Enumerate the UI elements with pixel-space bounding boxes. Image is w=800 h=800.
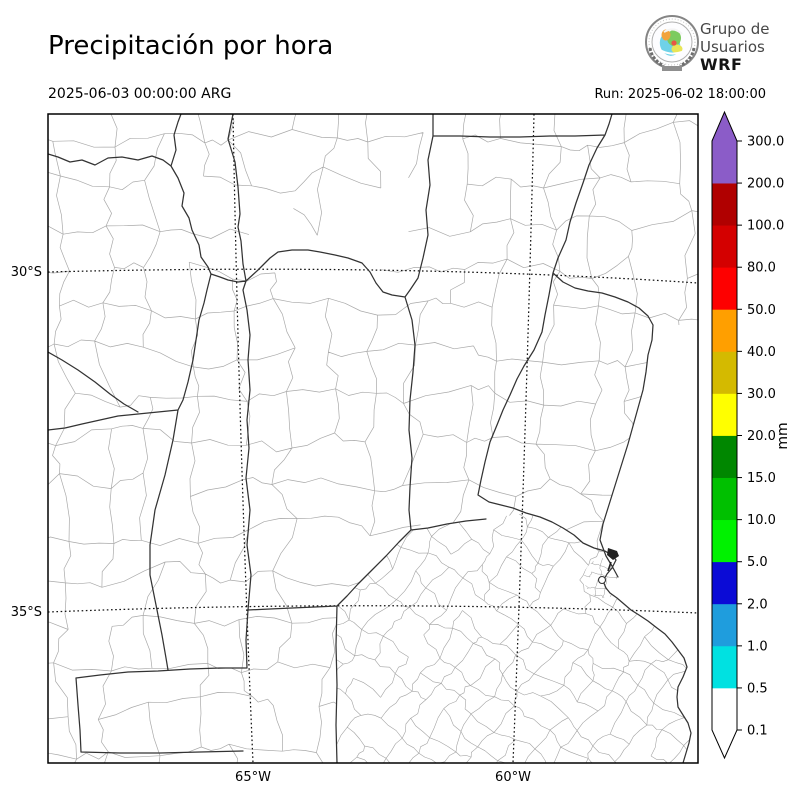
logo-laurel-right bbox=[679, 47, 696, 68]
ytick-label-30s: 30°S bbox=[11, 265, 42, 280]
province-borders bbox=[48, 114, 692, 763]
xtick-label-65w: 65°W bbox=[235, 770, 271, 785]
colorbar-band bbox=[712, 141, 737, 184]
map-layers bbox=[48, 114, 698, 763]
page-title: Precipitación por hora bbox=[48, 31, 334, 61]
colorbar-band bbox=[712, 477, 737, 521]
logo-line-1: Grupo de bbox=[700, 20, 770, 38]
colorbar-ticks: 0.1 0.5 1.0 2.0 5.0 10.0 15.0 20.0 30.0 40.0 50.0 8… bbox=[737, 135, 784, 739]
colorbar-band bbox=[712, 645, 737, 689]
xtick-label-60w: 60°W bbox=[495, 770, 531, 785]
colorbar-band bbox=[712, 687, 737, 731]
logo-laurel-left bbox=[648, 47, 665, 68]
rio-de-la-plata-water bbox=[600, 325, 698, 763]
logo-line-2: Usuarios bbox=[700, 38, 765, 56]
colorbar-band bbox=[712, 267, 737, 310]
colorbar-bands bbox=[712, 141, 737, 731]
colorbar-tick-label: 40.0 bbox=[747, 345, 776, 360]
parana-delta-mark bbox=[607, 548, 619, 560]
colorbar-tick-label: 300.0 bbox=[747, 135, 784, 150]
colorbar-over-arrow bbox=[712, 112, 737, 141]
logo-line-3: WRF bbox=[700, 55, 743, 74]
map-frame bbox=[47, 113, 699, 764]
colorbar-unit-label: mm bbox=[775, 422, 791, 449]
colorbar-tick-label: 50.0 bbox=[747, 303, 776, 318]
latlon-gridlines bbox=[48, 114, 698, 763]
colorbar-tick-label: 200.0 bbox=[747, 177, 784, 192]
logo-banner bbox=[662, 66, 682, 71]
colorbar-band bbox=[712, 393, 737, 436]
ytick-label-35s: 35°S bbox=[11, 605, 42, 620]
colorbar-tick-label: 15.0 bbox=[747, 471, 776, 486]
colorbar-band bbox=[712, 435, 737, 478]
colorbar-band bbox=[712, 603, 737, 647]
colorbar: 0.1 0.5 1.0 2.0 5.0 10.0 15.0 20.0 30.0 40.0 50.0 8… bbox=[711, 110, 791, 760]
colorbar-tick-label: 5.0 bbox=[747, 555, 768, 570]
wrf-logo-text: Grupo de Usuarios WRF bbox=[700, 20, 770, 74]
colorbar-band bbox=[712, 225, 737, 268]
colorbar-tick-label: 80.0 bbox=[747, 261, 776, 276]
colorbar-band bbox=[712, 561, 737, 605]
colorbar-band bbox=[712, 183, 737, 226]
colorbar-band bbox=[712, 519, 737, 563]
colorbar-tick-label: 30.0 bbox=[747, 387, 776, 402]
buenos-aires-city-outline bbox=[597, 575, 607, 585]
logo-radar-blobs bbox=[659, 28, 683, 56]
logo-ring-text bbox=[648, 18, 696, 66]
valid-datetime: 2025-06-03 00:00:00 ARG bbox=[48, 86, 232, 102]
colorbar-tick-label: 100.0 bbox=[747, 219, 784, 234]
run-datetime: Run: 2025-06-02 18:00:00 bbox=[594, 87, 766, 102]
colorbar-tick-label: 10.0 bbox=[747, 513, 776, 528]
colorbar-tick-label: 0.5 bbox=[747, 681, 768, 696]
colorbar-band bbox=[712, 309, 737, 352]
wrf-logo-emblem bbox=[645, 15, 699, 71]
colorbar-tick-label: 0.1 bbox=[747, 724, 768, 739]
colorbar-tick-label: 20.0 bbox=[747, 429, 776, 444]
colorbar-band bbox=[712, 351, 737, 394]
amba-dense-mesh bbox=[584, 558, 624, 598]
colorbar-tick-label: 2.0 bbox=[747, 597, 768, 612]
colorbar-tick-label: 1.0 bbox=[747, 639, 768, 654]
colorbar-under-arrow bbox=[712, 730, 737, 758]
delta-channel-mark bbox=[607, 561, 612, 572]
